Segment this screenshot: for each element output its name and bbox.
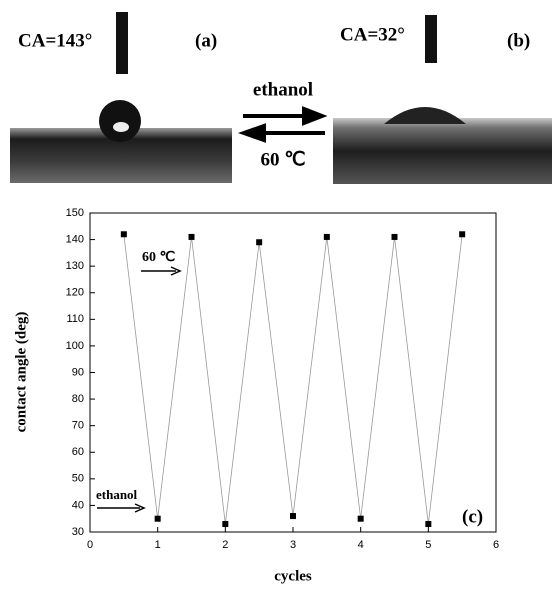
photo-b: [333, 118, 552, 184]
data-line: [123, 234, 463, 525]
y-tick-label: 50: [72, 473, 84, 485]
data-point: [425, 521, 432, 528]
y-tick-label: 60: [72, 446, 84, 458]
x-tick-label: 4: [358, 539, 364, 551]
y-tick-label: 40: [72, 499, 84, 511]
x-tick-label: 1: [155, 539, 161, 551]
panel-label: (a): [195, 30, 217, 51]
backward-label: 60 ℃: [260, 149, 305, 170]
y-tick-label: 80: [72, 393, 84, 405]
x-tick-label: 5: [425, 539, 431, 551]
droplet: [99, 100, 141, 142]
x-tick-label: 3: [290, 539, 296, 551]
data-point: [459, 231, 466, 238]
droplet: [384, 107, 466, 124]
data-point: [290, 513, 296, 520]
x-axis-label: cycles: [274, 568, 312, 584]
data-point: [188, 233, 195, 240]
data-point: [256, 239, 263, 246]
annotation: 60 ℃: [142, 250, 176, 265]
angle-b: CA=32°: [340, 24, 405, 45]
panel-label: (b): [507, 30, 530, 51]
y-tick-label: 90: [72, 366, 84, 378]
annotation-arrow: [97, 503, 146, 513]
y-tick-label: 70: [72, 420, 84, 432]
y-tick-label: 100: [66, 340, 84, 352]
arrow: [237, 123, 325, 143]
annotation-arrow: [141, 266, 182, 276]
arrow: [243, 106, 328, 126]
data-point: [222, 521, 229, 528]
y-tick-label: 120: [66, 287, 84, 299]
annotation: ethanol: [96, 487, 138, 502]
x-tick-label: 0: [87, 539, 93, 551]
data-point: [391, 233, 398, 240]
y-tick-label: 110: [66, 313, 84, 325]
panel-label: (c): [462, 506, 483, 527]
angle-a: CA=143°: [18, 30, 92, 51]
x-tick-label: 2: [222, 539, 228, 551]
data-point: [154, 515, 161, 522]
y-tick-label: 130: [66, 260, 84, 272]
y-tick-label: 150: [66, 207, 84, 219]
x-tick-label: 6: [493, 539, 499, 551]
y-tick-label: 140: [66, 233, 84, 245]
forward-label: ethanol: [253, 79, 313, 100]
y-axis-label: contact angle (deg): [13, 312, 29, 433]
needle: [425, 15, 437, 63]
data-point: [357, 515, 364, 522]
data-point: [120, 231, 127, 238]
y-tick-label: 30: [72, 526, 84, 538]
needle: [116, 12, 128, 74]
highlight: [113, 122, 129, 132]
data-point: [323, 233, 330, 240]
